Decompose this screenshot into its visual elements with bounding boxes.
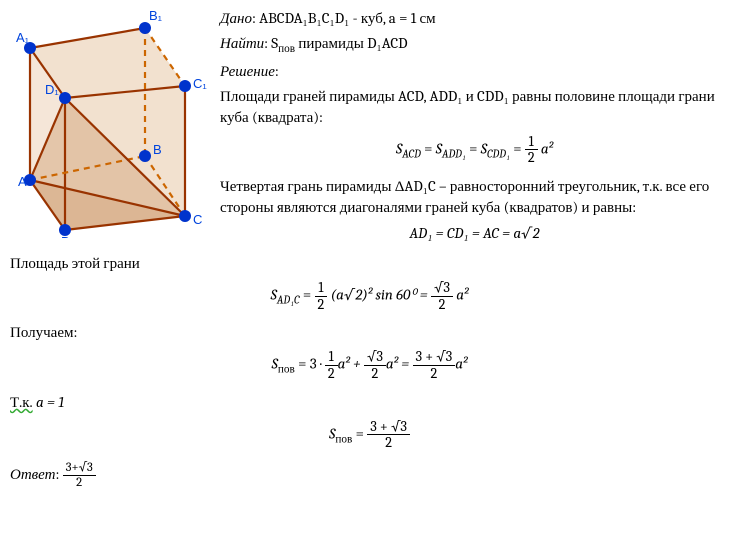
formula-2: AD₁ = CD₁ = AC = a√2 [220,224,729,243]
svg-text:B: B [153,142,162,157]
answer-colon: : [55,465,62,483]
formula-3: SAD₁C = 12 (a√2)² sin 60⁰ = √32 a² [10,280,729,312]
solution-line: Решение: [220,61,729,82]
f2-body: AD₁ = CD₁ = AC = a√2 [409,224,539,242]
f3-sub: AD₁C [277,294,300,307]
f4-t2: a² + [338,355,364,373]
svg-text:B₁: B₁ [149,8,163,23]
given-body: : ABCDA₁B₁C₁D₁ - куб, a = 1 см [252,9,436,27]
svg-text:D: D [61,234,70,238]
f3-num1: 1 [315,280,328,297]
paragraph-1: Площади граней пирамиды ACD, ADD₁ и CDD₁… [220,86,729,128]
f4-t1: = 3 · [295,355,325,373]
f1-sub2: ADD₁ [442,147,466,160]
p5-body: a = 1 [33,393,65,411]
f3-num2: √3 [431,280,453,297]
f1-num: 1 [525,134,538,151]
formula-1: SACD = SADD₁ = SCDD₁ = 12 a² [220,134,729,166]
solution-label: Решение [220,62,275,80]
f5-den: 2 [367,435,410,451]
ans-num: 3+√3 [63,461,96,476]
f4-t4: a² [455,355,467,373]
f3-den1: 2 [315,297,328,313]
f4-cd: 2 [413,366,456,382]
given-line: Дано: ABCDA₁B₁C₁D₁ - куб, a = 1 см [220,8,729,29]
f4-bn: √3 [364,349,386,366]
paragraph-4: Получаем: [10,322,729,343]
ans-den: 2 [63,476,96,490]
f4-sub: пов [278,363,295,376]
f4-bd: 2 [364,366,386,382]
f5-sub: пов [335,432,352,445]
find-line: Найти: Sпов пирамиды D₁ACD [220,33,729,57]
f1-sub1: ACD [402,147,421,160]
svg-text:A₁: A₁ [16,30,30,45]
given-label: Дано [220,9,252,27]
formula-5: Sпов = 3 + √32 [10,419,729,451]
paragraph-5: Т.к. a = 1 [10,392,729,413]
svg-text:C: C [193,212,202,227]
svg-text:C₁: C₁ [193,76,207,91]
f5-eq: = [352,424,367,442]
find-sub: пов [278,42,295,55]
solution-colon: : [275,62,279,80]
f1-sub3: CDD₁ [487,147,510,160]
p5-prefix: Т.к. [10,393,33,411]
paragraph-3: Площадь этой грани [10,253,729,274]
f3-tail: a² [456,286,468,304]
f1-den: 2 [525,150,538,166]
f1-tail: a² [541,139,553,157]
f3-den2: 2 [431,297,453,313]
f4-cn: 3 + √3 [413,349,456,366]
f5-num: 3 + √3 [367,419,410,436]
answer-line: Ответ: 3+√32 [10,461,729,490]
find-pre: : S [264,34,278,52]
f4-ad: 2 [325,366,338,382]
cube-diagram: A₁ B₁ C₁ D₁ A B C D [10,8,210,238]
answer-label: Ответ [10,465,55,483]
svg-text:A: A [18,174,27,189]
formula-4: Sпов = 3 · 12a² + √32a² = 3 + √32a² [10,349,729,381]
paragraph-2: Четвертая грань пирамиды ΔAD₁C – равност… [220,176,729,218]
svg-text:D₁: D₁ [45,82,59,97]
f4-an: 1 [325,349,338,366]
f3-mid: (a√2)² sin 60⁰ = [331,286,431,304]
find-label: Найти [220,34,264,52]
find-post: пирамиды D₁ACD [295,34,408,52]
f4-t3: a² = [386,355,413,373]
